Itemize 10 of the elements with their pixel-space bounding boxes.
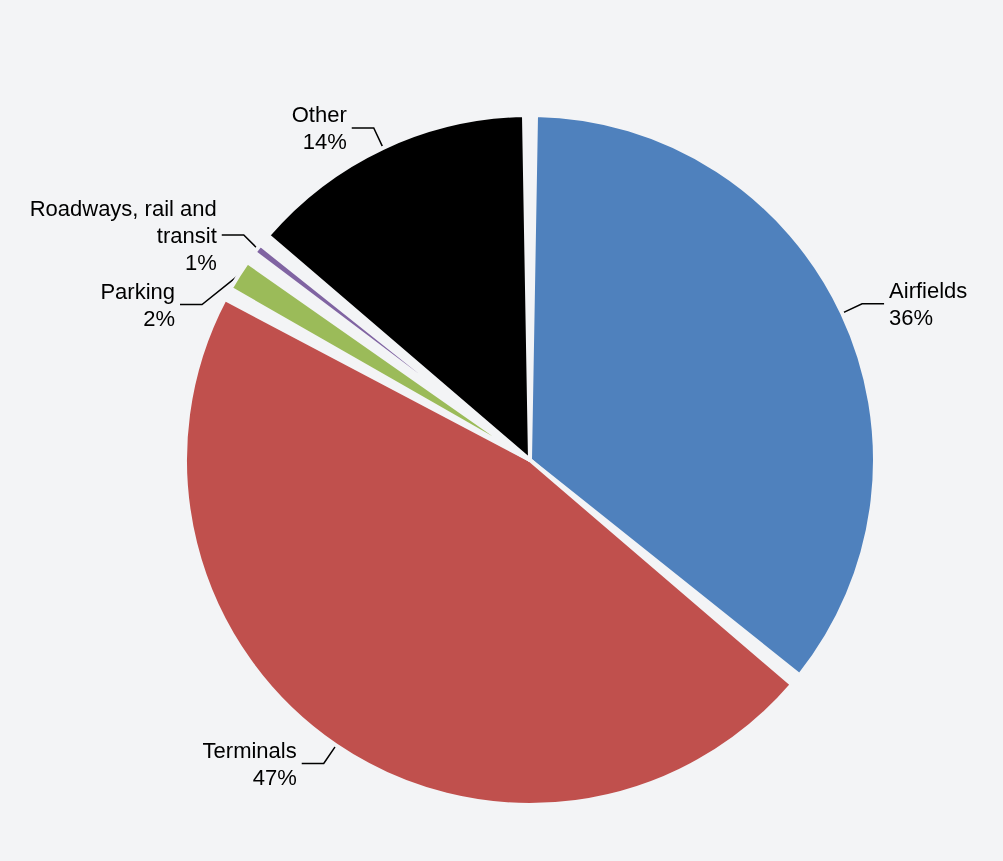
slice-label: Parking — [100, 278, 176, 304]
slice-label: Airfields — [889, 277, 968, 303]
data-label: 36% — [889, 304, 934, 330]
data-label: 14% — [302, 128, 347, 154]
slice-label: Roadways, rail and transit — [29, 195, 217, 248]
data-label: 47% — [252, 764, 297, 790]
data-label: 2% — [143, 305, 176, 331]
slice-label: Terminals — [202, 737, 297, 763]
slice-label: Other — [291, 101, 347, 127]
data-label: 1% — [184, 249, 217, 275]
